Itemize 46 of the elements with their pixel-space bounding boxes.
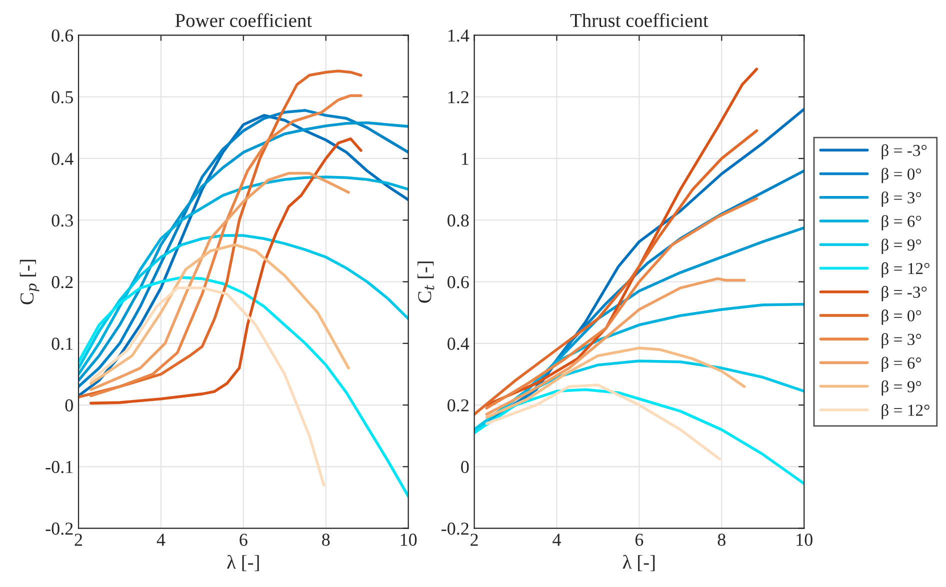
x-tick-label: 10 xyxy=(400,534,417,546)
x-tick-label: 6 xyxy=(240,534,248,546)
legend-label: β = -3° xyxy=(882,286,927,302)
y-tick-label: 0.1 xyxy=(52,338,73,350)
x-tick-label: 8 xyxy=(718,534,726,546)
y-tick-label: -0.1 xyxy=(46,460,73,474)
y-tick-label: 0.6 xyxy=(52,29,74,42)
legend-label: β = 12° xyxy=(882,404,930,420)
y-tick-label: 0.3 xyxy=(52,214,73,227)
y-tick-label: 0.8 xyxy=(448,214,469,227)
x-tick-label: 4 xyxy=(156,534,166,546)
y-tick-label: 0 xyxy=(461,460,469,474)
y-tick-label: 1.2 xyxy=(448,91,468,104)
y-tick-label: -0.2 xyxy=(442,522,468,535)
legend-label: β = 9° xyxy=(882,380,922,396)
legend-label: β = 3° xyxy=(882,333,922,348)
legend-label: β = 0° xyxy=(882,168,922,184)
y-axis-title: C$_{p}$ [-] xyxy=(20,260,40,304)
legend-label: β = 6° xyxy=(882,215,922,230)
y-tick-label: 0.4 xyxy=(448,338,470,350)
x-tick-label: 2 xyxy=(74,534,82,546)
chart-title: Thrust coefficient xyxy=(570,13,708,28)
legend-label: β = 12° xyxy=(882,262,930,278)
y-tick-label: 1 xyxy=(462,152,468,165)
y-tick-label: 0.6 xyxy=(448,276,469,288)
x-tick-label: 8 xyxy=(322,534,330,546)
y-tick-label: 0.5 xyxy=(52,91,73,104)
chart-title: Power coefficient xyxy=(175,13,312,28)
y-tick-label: 0 xyxy=(65,399,73,412)
y-tick-label: 0.4 xyxy=(52,152,74,166)
x-tick-label: 10 xyxy=(796,534,812,546)
y-axis-title: C$_{t}$ [-] xyxy=(418,262,434,303)
x-axis-title: λ [-] xyxy=(227,554,259,572)
x-axis-title: λ [-] xyxy=(622,554,655,572)
y-tick-label: 0.2 xyxy=(52,276,73,288)
legend-label: β = -3° xyxy=(882,144,927,160)
y-tick-label: 1.4 xyxy=(448,30,470,42)
x-tick-label: 6 xyxy=(635,534,644,546)
y-tick-label: 0.2 xyxy=(448,399,468,412)
legend-label: β = 6° xyxy=(882,356,922,372)
legend-label: β = 3° xyxy=(882,191,922,207)
legend-label: β = 0° xyxy=(882,310,922,325)
x-tick-label: 2 xyxy=(470,534,478,546)
y-tick-label: -0.2 xyxy=(46,522,73,535)
x-tick-label: 4 xyxy=(552,534,561,546)
legend-label: β = 9° xyxy=(882,238,922,254)
